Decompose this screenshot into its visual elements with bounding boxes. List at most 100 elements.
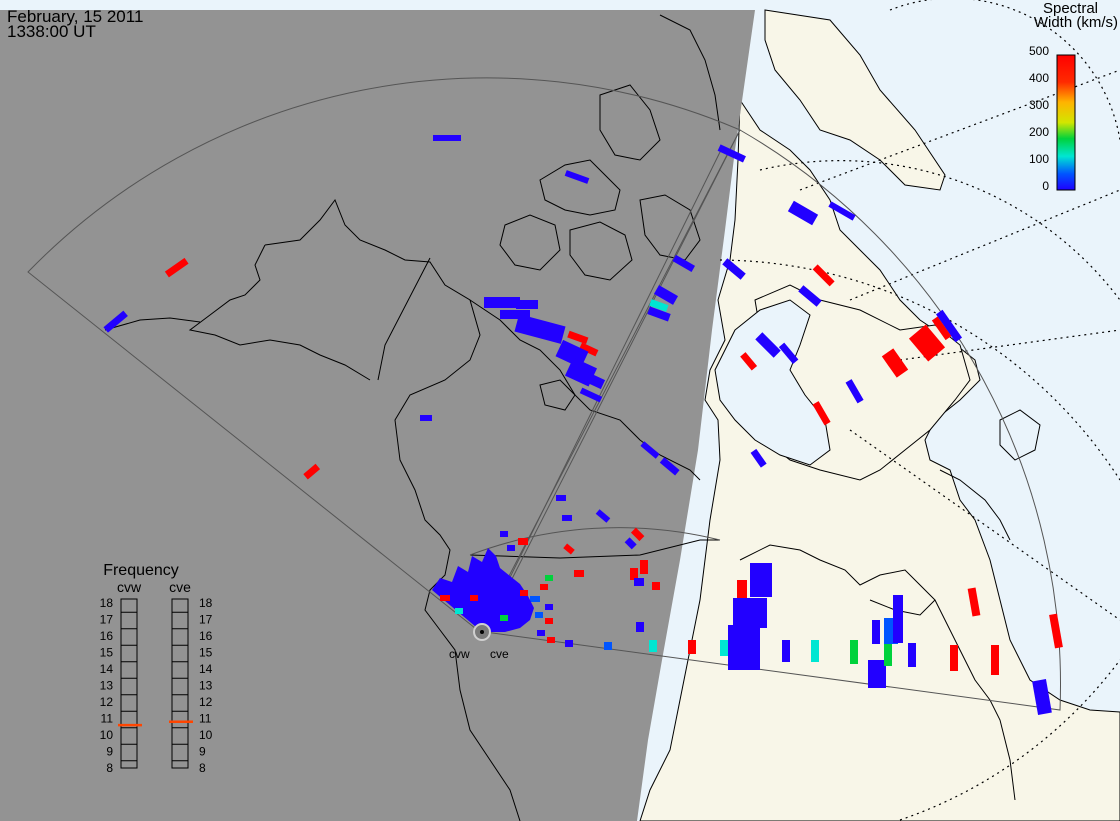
radar-fov bbox=[27, 77, 1061, 711]
echo bbox=[737, 580, 747, 598]
echo bbox=[545, 575, 553, 581]
echo bbox=[507, 545, 515, 551]
echo bbox=[1032, 679, 1052, 715]
grid-meridian-4 bbox=[849, 429, 1120, 621]
frequency-grid bbox=[121, 611, 188, 762]
alaska-canada-border bbox=[377, 257, 431, 381]
echo bbox=[514, 314, 566, 344]
site-label-cvw: cvw bbox=[449, 647, 470, 661]
echo bbox=[728, 625, 760, 670]
frequency-scale-label: 10 bbox=[199, 728, 213, 742]
echo bbox=[740, 352, 758, 371]
echo bbox=[1049, 613, 1063, 649]
echo bbox=[908, 324, 946, 362]
echo bbox=[636, 622, 644, 632]
frequency-scale-label: 18 bbox=[100, 596, 114, 610]
fov-inner-arc bbox=[469, 527, 721, 556]
frequency-scale-label: 13 bbox=[100, 679, 114, 693]
frequency-scale-label: 13 bbox=[199, 679, 213, 693]
echo bbox=[893, 595, 903, 643]
echo bbox=[649, 640, 657, 652]
colorbar-tick: 300 bbox=[1029, 98, 1049, 112]
echo bbox=[103, 310, 128, 333]
alaska-coast bbox=[264, 198, 521, 821]
echo bbox=[868, 660, 886, 688]
frequency-cve-box bbox=[171, 598, 189, 769]
echo bbox=[500, 615, 508, 621]
echo bbox=[812, 401, 831, 426]
aleutians bbox=[104, 317, 201, 331]
frequency-panel: Frequency cvw cve 18 18 17 17 16 16 15 15 14 14 13… bbox=[100, 562, 213, 775]
arctic-islands-2 bbox=[599, 84, 661, 161]
echo bbox=[540, 584, 548, 590]
echo bbox=[634, 578, 644, 586]
cvw-fov bbox=[27, 77, 741, 633]
east-coast bbox=[934, 599, 1016, 801]
arctic-islands-3 bbox=[499, 214, 561, 271]
echo bbox=[850, 640, 858, 664]
colorbar-tick: 100 bbox=[1029, 152, 1049, 166]
echo bbox=[733, 598, 767, 628]
colorbar: Spectral Width (km/s) 500 400 300 200 10… bbox=[1029, 0, 1118, 193]
echo bbox=[647, 306, 671, 322]
grid-meridian-3 bbox=[899, 329, 1120, 361]
echo bbox=[750, 563, 772, 597]
echo bbox=[164, 257, 189, 278]
frequency-scale-label: 12 bbox=[100, 695, 114, 709]
gulf-st-lawrence bbox=[939, 469, 1011, 541]
scatter-echoes bbox=[103, 135, 1063, 715]
echo bbox=[565, 640, 573, 647]
echo bbox=[640, 441, 660, 459]
echo bbox=[649, 299, 669, 312]
arctic-islands-1 bbox=[539, 159, 621, 216]
echo bbox=[653, 285, 679, 305]
newfoundland bbox=[999, 409, 1041, 461]
arctic-islands-5 bbox=[639, 194, 701, 261]
grid-circle-4 bbox=[899, 659, 1120, 821]
hudson-bay bbox=[714, 299, 831, 466]
echo bbox=[556, 495, 566, 501]
colorbar-tick: 200 bbox=[1029, 125, 1049, 139]
echo bbox=[579, 387, 603, 403]
frequency-title: Frequency bbox=[103, 562, 179, 579]
echo bbox=[500, 531, 508, 537]
radar-site-center bbox=[480, 630, 484, 634]
canada-mainland bbox=[469, 299, 701, 481]
echo bbox=[931, 316, 952, 341]
map-grid bbox=[719, 0, 1120, 821]
echo bbox=[484, 297, 520, 308]
frequency-scale-label: 16 bbox=[199, 629, 213, 643]
echo bbox=[798, 285, 822, 307]
echo bbox=[787, 200, 819, 226]
frequency-scale-label: 8 bbox=[199, 761, 206, 775]
frequency-scale-label: 17 bbox=[199, 613, 213, 627]
frequency-scale-label: 11 bbox=[101, 712, 114, 726]
echo bbox=[545, 618, 553, 624]
echo bbox=[574, 570, 584, 577]
grid-circle-3 bbox=[719, 259, 1120, 481]
frequency-cve-label: cve bbox=[169, 579, 191, 595]
frequency-scale-label: 17 bbox=[100, 613, 114, 627]
echo bbox=[547, 637, 555, 643]
boundaries bbox=[377, 257, 720, 559]
echo bbox=[652, 582, 660, 590]
echo bbox=[500, 310, 530, 319]
echo bbox=[440, 595, 450, 601]
grid-circle-1 bbox=[889, 0, 1120, 141]
frequency-scale-label: 8 bbox=[106, 761, 113, 775]
echo bbox=[580, 370, 606, 390]
echo bbox=[630, 527, 645, 542]
frequency-scale-label: 18 bbox=[199, 596, 213, 610]
echo bbox=[950, 645, 958, 671]
echo bbox=[420, 415, 432, 421]
frequency-scale-label: 14 bbox=[199, 662, 213, 676]
echo bbox=[563, 543, 575, 555]
colorbar-tick: 400 bbox=[1029, 71, 1049, 85]
frequency-scale-label: 14 bbox=[100, 662, 114, 676]
echo bbox=[630, 568, 638, 580]
echo bbox=[303, 463, 321, 480]
fov-divider bbox=[482, 147, 723, 633]
frequency-scale-label: 10 bbox=[100, 728, 114, 742]
